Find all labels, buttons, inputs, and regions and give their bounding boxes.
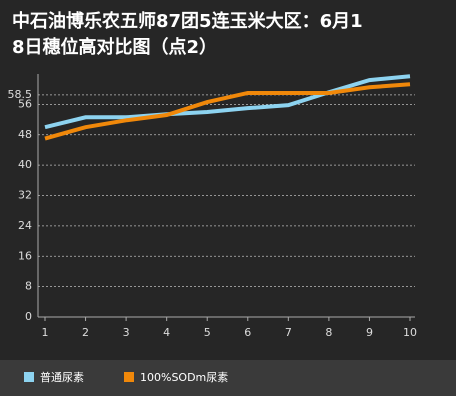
bottom-margin xyxy=(0,396,456,413)
y-tick-label: 48 xyxy=(18,128,32,141)
y-tick-label: 32 xyxy=(18,189,32,202)
x-tick-label: 8 xyxy=(325,326,332,339)
legend-swatch xyxy=(24,372,34,382)
title-area xyxy=(0,0,456,64)
legend-area xyxy=(0,360,456,396)
legend-label: 普通尿素 xyxy=(40,370,84,384)
x-tick-label: 4 xyxy=(163,326,170,339)
y-tick-label: 58.5 xyxy=(8,88,33,101)
x-tick-label: 1 xyxy=(42,326,49,339)
x-tick-label: 10 xyxy=(403,326,417,339)
y-tick-label: 8 xyxy=(25,280,32,293)
y-tick-label: 0 xyxy=(25,310,32,323)
y-tick-label: 16 xyxy=(18,249,32,262)
series-line xyxy=(44,74,411,130)
x-tick-label: 7 xyxy=(285,326,292,339)
x-tick-label: 9 xyxy=(366,326,373,339)
x-tick-label: 3 xyxy=(123,326,130,339)
y-tick-label: 24 xyxy=(18,219,32,232)
legend-swatch xyxy=(124,372,134,382)
series-line xyxy=(44,82,411,141)
x-tick-label: 2 xyxy=(82,326,89,339)
y-tick-label: 40 xyxy=(18,158,32,171)
x-tick-label: 5 xyxy=(204,326,211,339)
y-tick-label: 56 xyxy=(18,97,32,110)
legend-label: 100%SODm尿素 xyxy=(140,371,228,384)
chart-title: 中石油博乐农五师87团5连玉米大区：6月1 8日穗位高对比图（点2） xyxy=(12,10,363,58)
x-tick-label: 6 xyxy=(244,326,251,339)
